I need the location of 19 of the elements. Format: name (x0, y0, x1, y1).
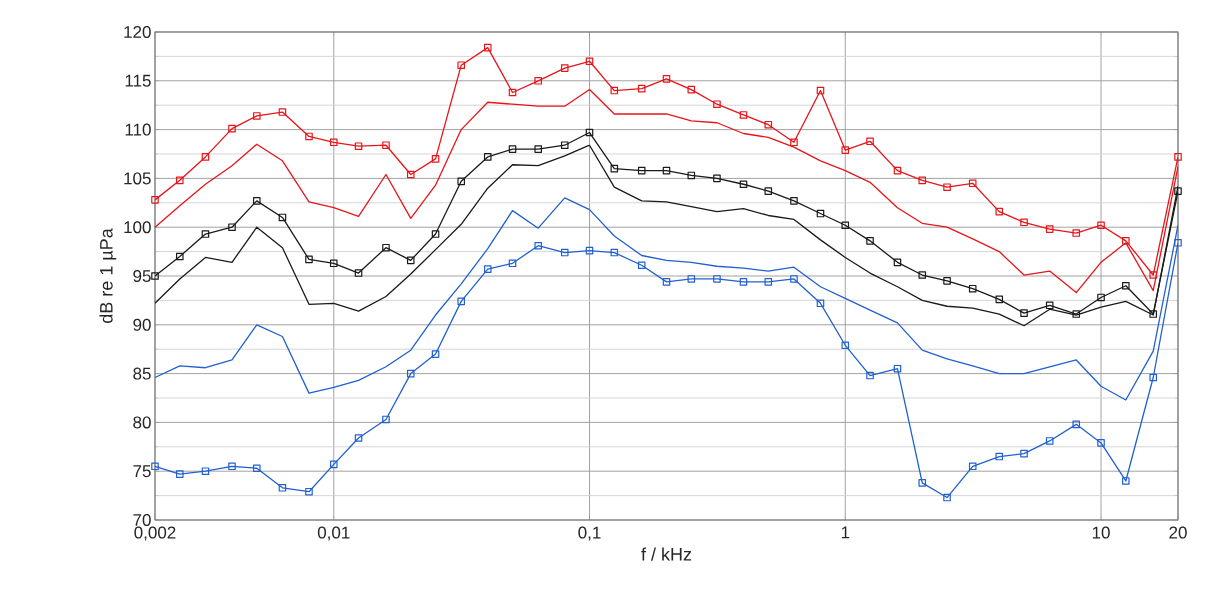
x-axis-title: f / kHz (641, 547, 692, 561)
y-tick-label: 110 (125, 123, 151, 136)
y-tick-label: 100 (124, 221, 151, 234)
x-tick-label: 0,1 (578, 526, 601, 541)
y-tick-label: 120 (124, 25, 151, 39)
y-tick-label: 90 (133, 318, 151, 331)
y-axis-title: dB re 1 µPa (99, 228, 117, 323)
y-tick-label: 70 (133, 513, 151, 527)
y-tick-label: 105 (124, 172, 151, 185)
x-tick-label: 10 (1092, 526, 1110, 539)
x-tick-label: 1 (841, 526, 850, 539)
y-tick-label: 115 (125, 74, 151, 87)
x-tick-label: 0,002 (134, 526, 176, 541)
x-tick-label: 0,01 (317, 526, 350, 541)
y-tick-label: 80 (133, 416, 151, 429)
y-tick-label: 75 (133, 465, 151, 478)
y-tick-label: 95 (133, 269, 151, 283)
x-tick-label: 20 (1169, 526, 1187, 539)
y-tick-label: 85 (133, 367, 151, 380)
